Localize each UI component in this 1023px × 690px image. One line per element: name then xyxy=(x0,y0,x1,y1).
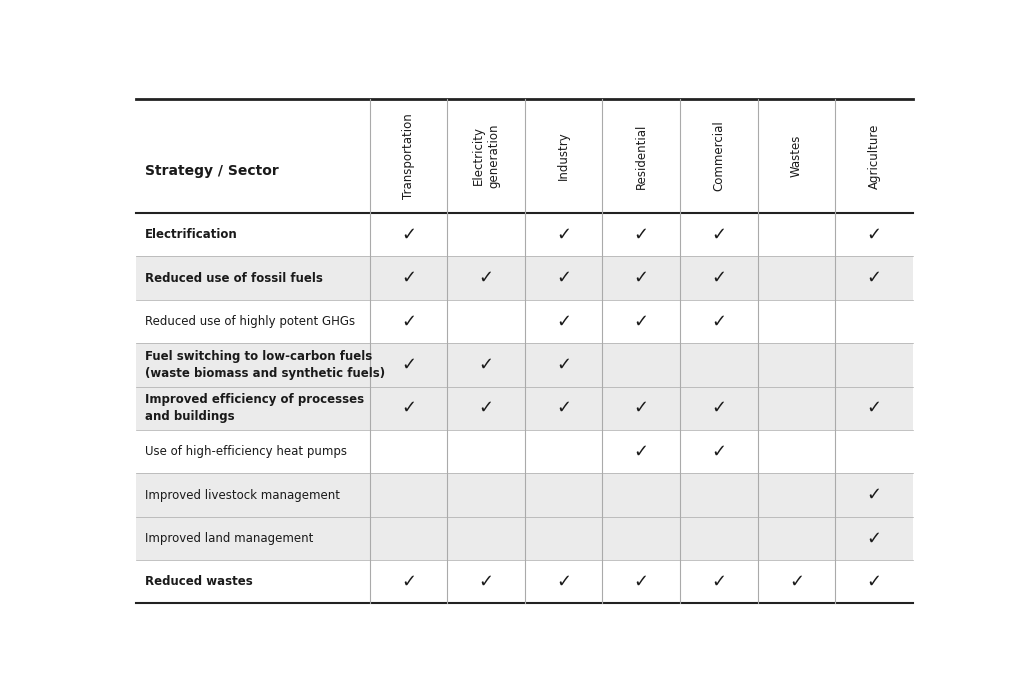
Text: Reduced use of highly potent GHGs: Reduced use of highly potent GHGs xyxy=(145,315,355,328)
Text: ✓: ✓ xyxy=(711,442,726,461)
Text: Electrification: Electrification xyxy=(145,228,238,242)
Text: Electricity
generation: Electricity generation xyxy=(472,124,500,188)
Text: ✓: ✓ xyxy=(633,400,649,417)
Text: ✓: ✓ xyxy=(711,400,726,417)
Text: ✓: ✓ xyxy=(401,226,416,244)
Text: ✓: ✓ xyxy=(633,573,649,591)
Text: ✓: ✓ xyxy=(633,269,649,287)
Text: ✓: ✓ xyxy=(401,573,416,591)
Bar xyxy=(136,343,913,386)
Text: Improved land management: Improved land management xyxy=(145,532,314,545)
Text: Wastes: Wastes xyxy=(790,135,803,177)
Text: ✓: ✓ xyxy=(479,573,494,591)
Text: Reduced wastes: Reduced wastes xyxy=(145,575,253,589)
Bar xyxy=(136,257,913,299)
Text: Fuel switching to low-carbon fuels
(waste biomass and synthetic fuels): Fuel switching to low-carbon fuels (wast… xyxy=(145,350,386,380)
Text: ✓: ✓ xyxy=(866,486,882,504)
Text: ✓: ✓ xyxy=(711,573,726,591)
Text: ✓: ✓ xyxy=(401,313,416,331)
Text: Transportation: Transportation xyxy=(402,113,415,199)
Text: ✓: ✓ xyxy=(789,573,804,591)
Text: ✓: ✓ xyxy=(401,269,416,287)
Text: Commercial: Commercial xyxy=(712,121,725,191)
Text: ✓: ✓ xyxy=(866,529,882,547)
Text: ✓: ✓ xyxy=(633,226,649,244)
Text: ✓: ✓ xyxy=(866,400,882,417)
Text: ✓: ✓ xyxy=(866,573,882,591)
Text: ✓: ✓ xyxy=(557,573,571,591)
Text: Improved livestock management: Improved livestock management xyxy=(145,489,341,502)
Text: Strategy / Sector: Strategy / Sector xyxy=(145,164,279,178)
Text: ✓: ✓ xyxy=(557,356,571,374)
Text: ✓: ✓ xyxy=(633,442,649,461)
Text: ✓: ✓ xyxy=(401,400,416,417)
Text: ✓: ✓ xyxy=(557,269,571,287)
Bar xyxy=(136,386,913,430)
Text: ✓: ✓ xyxy=(866,226,882,244)
Text: ✓: ✓ xyxy=(866,269,882,287)
Text: ✓: ✓ xyxy=(557,400,571,417)
Text: ✓: ✓ xyxy=(557,226,571,244)
Text: ✓: ✓ xyxy=(557,313,571,331)
Text: ✓: ✓ xyxy=(479,269,494,287)
Text: ✓: ✓ xyxy=(711,226,726,244)
Bar xyxy=(136,473,913,517)
Text: ✓: ✓ xyxy=(479,400,494,417)
Text: ✓: ✓ xyxy=(711,269,726,287)
Text: Agriculture: Agriculture xyxy=(868,124,881,188)
Text: ✓: ✓ xyxy=(401,356,416,374)
Text: Improved efficiency of processes
and buildings: Improved efficiency of processes and bui… xyxy=(145,393,364,423)
Text: ✓: ✓ xyxy=(633,313,649,331)
Text: ✓: ✓ xyxy=(479,356,494,374)
Text: Reduced use of fossil fuels: Reduced use of fossil fuels xyxy=(145,272,323,284)
Bar xyxy=(136,517,913,560)
Text: Use of high-efficiency heat pumps: Use of high-efficiency heat pumps xyxy=(145,445,348,458)
Text: ✓: ✓ xyxy=(711,313,726,331)
Text: Industry: Industry xyxy=(558,132,570,180)
Text: Residential: Residential xyxy=(634,124,648,188)
